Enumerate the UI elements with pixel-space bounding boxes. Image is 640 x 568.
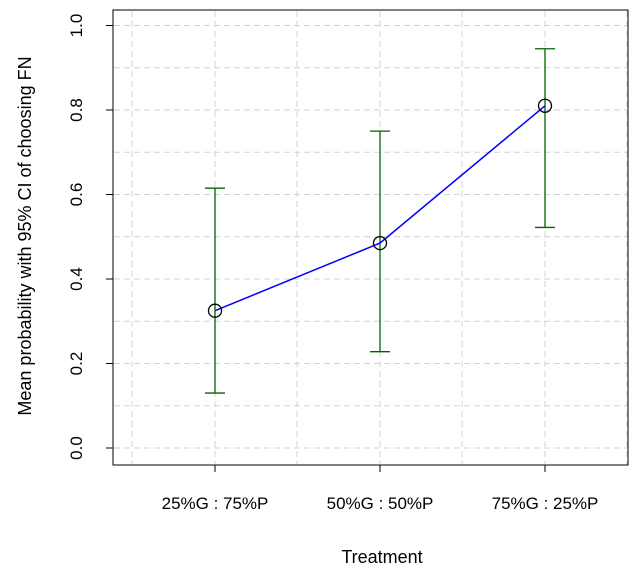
y-tick-label: 1.0	[67, 14, 86, 38]
y-tick-label: 0.4	[67, 267, 86, 291]
y-tick-label: 0.2	[67, 352, 86, 376]
data-point	[207, 303, 223, 318]
y-tick-label: 0.6	[67, 183, 86, 207]
y-axis: 0.0 0.2 0.4 0.6 0.8 1.0	[67, 14, 113, 460]
mean-line	[214, 105, 546, 312]
y-tick-label: 0.8	[67, 98, 86, 122]
x-axis-title: Treatment	[341, 547, 422, 567]
x-tick-label: 25%G : 75%P	[162, 494, 269, 513]
data-points	[207, 98, 553, 318]
plot-area-border	[112, 9, 629, 466]
data-point	[537, 98, 553, 113]
series-line	[214, 105, 546, 312]
x-axis: 25%G : 75%P 50%G : 50%P 75%G : 25%P	[162, 465, 599, 513]
y-axis-title: Mean probability with 95% CI of choosing…	[15, 56, 35, 415]
x-tick-label: 50%G : 50%P	[327, 494, 434, 513]
grid	[114, 11, 628, 464]
x-tick-label: 75%G : 25%P	[492, 494, 599, 513]
error-bars	[205, 48, 555, 394]
data-point	[372, 235, 388, 251]
y-tick-label: 0.0	[67, 436, 86, 460]
